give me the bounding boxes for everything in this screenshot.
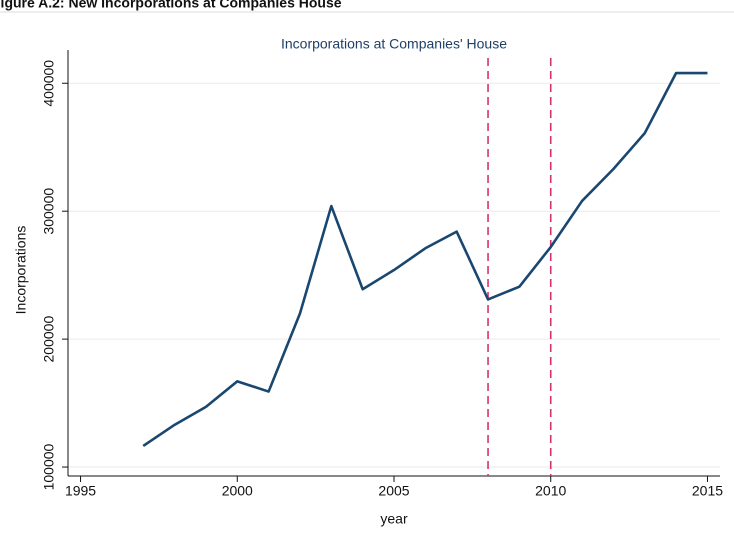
y-tick-label: 400000 — [41, 60, 57, 107]
x-tick-label: 2010 — [535, 483, 566, 499]
caption: Figure A.2: New Incorporations at Compan… — [0, 0, 342, 11]
x-tick-label: 2015 — [692, 483, 723, 499]
x-tick-label: 2000 — [222, 483, 253, 499]
x-tick-label: 1995 — [65, 483, 96, 499]
x-axis-label: year — [380, 511, 408, 527]
y-tick-label: 300000 — [41, 188, 57, 235]
x-tick-label: 2005 — [378, 483, 409, 499]
y-tick-label: 200000 — [41, 316, 57, 363]
y-tick-label: 100000 — [41, 443, 57, 490]
series-line — [142, 71, 708, 448]
chart-title: Incorporations at Companies' House — [281, 36, 507, 52]
y-axis-label: Incorporations — [13, 226, 29, 315]
